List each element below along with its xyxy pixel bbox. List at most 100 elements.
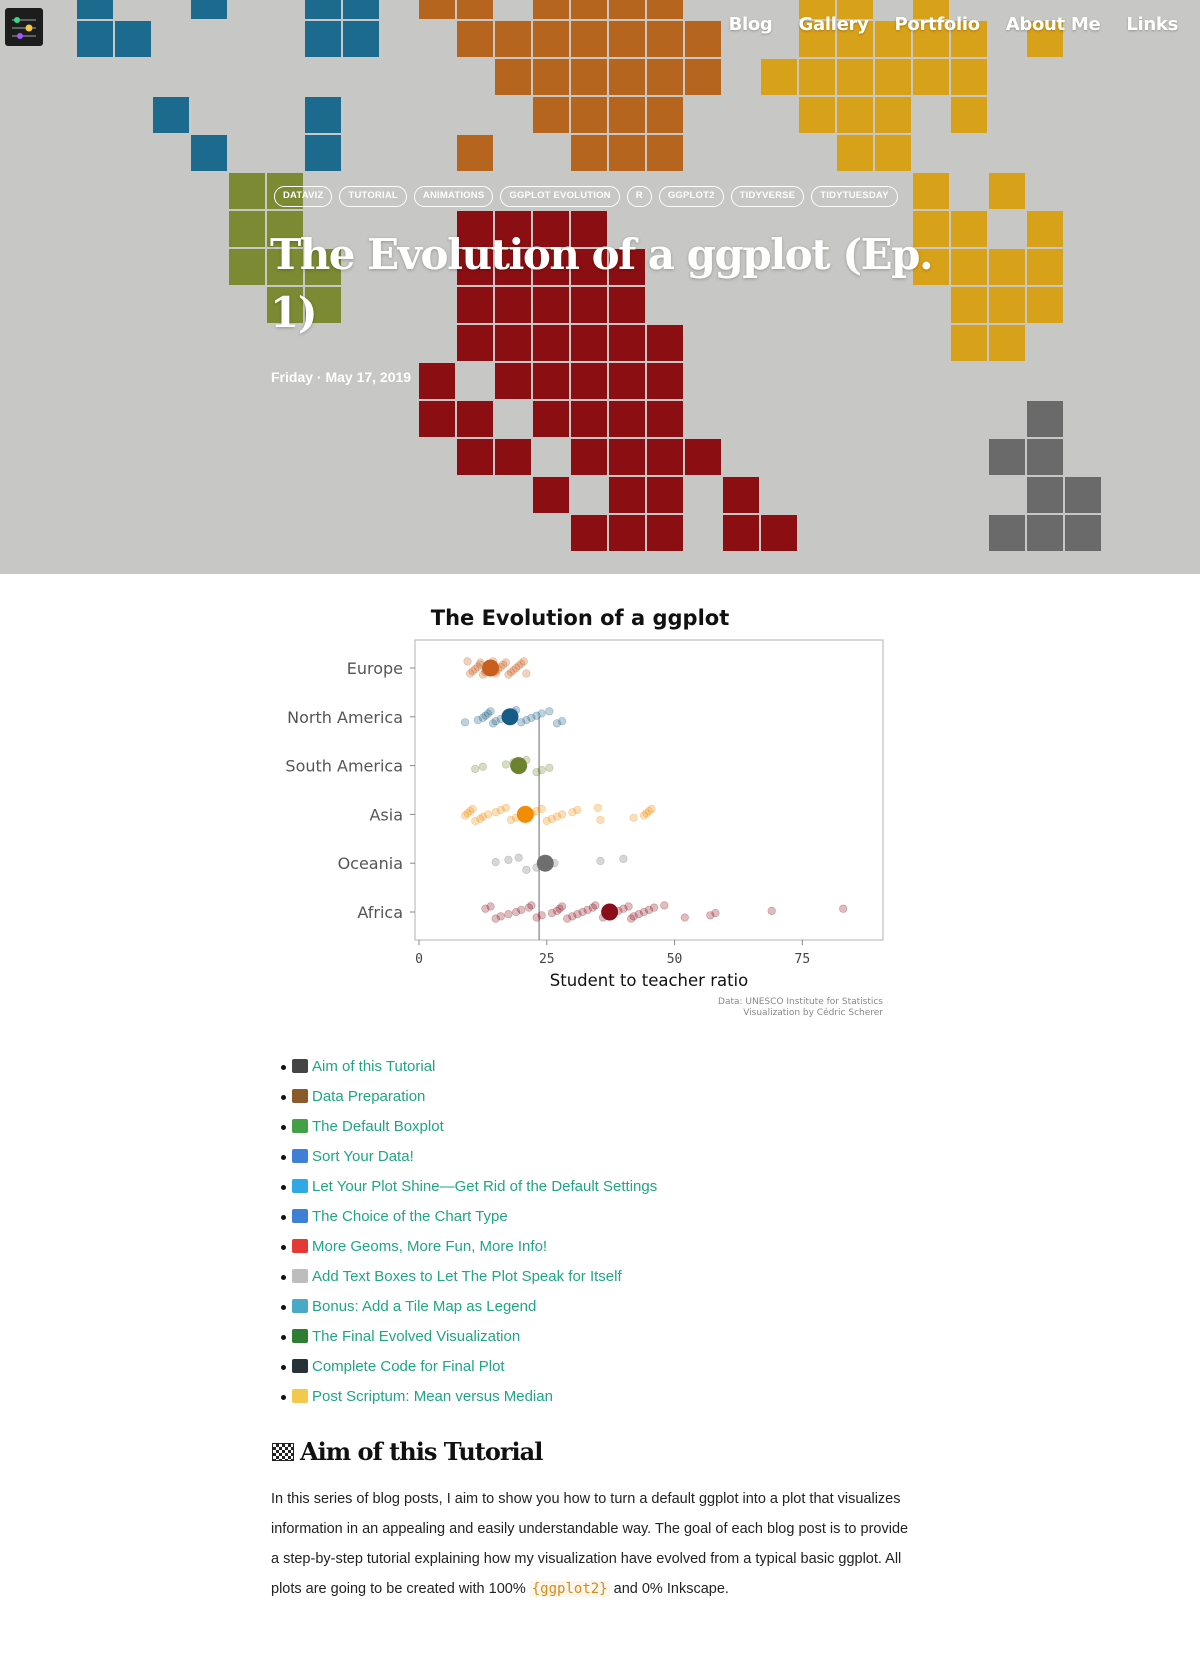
chart-title: The Evolution of a ggplot — [431, 606, 729, 630]
data-point — [486, 902, 495, 911]
data-point — [547, 814, 556, 823]
data-point — [532, 768, 541, 777]
intro-paragraph: In this series of blog posts, I aim to s… — [271, 1484, 911, 1604]
toc-item: The Default Boxplot — [280, 1114, 657, 1144]
data-point — [578, 907, 587, 917]
data-point — [512, 663, 521, 673]
christmas-tree-icon — [292, 1329, 308, 1343]
data-point — [524, 903, 533, 912]
tag-animations[interactable]: ANIMATIONS — [413, 186, 494, 207]
data-point — [486, 707, 495, 716]
speech-balloon-icon — [292, 1269, 308, 1283]
data-point — [481, 904, 490, 913]
data-point — [552, 906, 562, 916]
data-point — [501, 658, 510, 667]
data-point — [481, 711, 490, 720]
data-point — [639, 907, 648, 917]
post-date: Friday · May 17, 2019 — [271, 369, 412, 385]
data-point — [527, 901, 536, 910]
data-point — [634, 910, 643, 919]
toc-link[interactable]: Bonus: Add a Tile Map as Legend — [312, 1298, 537, 1315]
data-point — [555, 904, 564, 913]
toc-link[interactable]: The Final Evolved Visualization — [312, 1328, 521, 1345]
data-point — [647, 804, 656, 813]
data-point — [491, 808, 500, 817]
data-point — [517, 905, 526, 914]
data-point — [463, 809, 472, 818]
toc-link[interactable]: Data Preparation — [312, 1088, 426, 1105]
data-point — [642, 809, 651, 818]
data-point — [506, 815, 516, 824]
toc-item: Add Text Boxes to Let The Plot Speak for… — [280, 1264, 657, 1294]
mean-point — [536, 854, 554, 872]
data-point — [506, 668, 516, 677]
data-point — [547, 909, 556, 918]
tag-tidytuesday[interactable]: TIDYTUESDAY — [811, 186, 898, 207]
toc-link[interactable]: Sort Your Data! — [312, 1148, 414, 1165]
site-logo[interactable] — [5, 8, 43, 46]
mean-point — [510, 757, 528, 775]
toc-item: Complete Code for Final Plot — [280, 1354, 657, 1384]
tag-list: DATAVIZ TUTORIAL ANIMATIONS GGPLOT EVOLU… — [274, 186, 905, 207]
tag-dataviz[interactable]: DATAVIZ — [274, 186, 333, 207]
toc-link[interactable]: Let Your Plot Shine—Get Rid of the Defau… — [312, 1178, 658, 1195]
data-point — [471, 764, 480, 773]
data-point — [478, 812, 487, 821]
data-point — [501, 803, 510, 812]
data-point — [568, 808, 577, 817]
data-point — [468, 667, 477, 676]
tag-ggplot-evolution[interactable]: GGPLOT EVOLUTION — [500, 186, 620, 207]
x-axis-label: Student to teacher ratio — [550, 971, 749, 990]
tag-tidyverse[interactable]: TIDYVERSE — [730, 186, 805, 207]
data-point — [588, 903, 597, 912]
data-point — [583, 905, 592, 914]
chart-caption: Data: UNESCO Institute for Statistics — [718, 997, 883, 1007]
chart-svg: The Evolution of a ggplot Europe North Ame… — [285, 606, 884, 1018]
hundred-points-icon — [292, 1239, 308, 1253]
data-point — [573, 910, 582, 919]
data-point — [537, 765, 546, 775]
data-point — [491, 914, 500, 923]
toc-link[interactable]: Post Scriptum: Mean versus Median — [312, 1388, 553, 1405]
chart-figure: The Evolution of a ggplot Europe North Ame… — [260, 598, 900, 1030]
data-point — [660, 901, 669, 910]
toc-link[interactable]: The Choice of the Chart Type — [312, 1208, 508, 1225]
data-point — [711, 909, 720, 918]
data-point — [471, 664, 480, 674]
data-point — [466, 807, 475, 816]
nav-portfolio[interactable]: Portfolio — [894, 14, 981, 35]
hero-tile-map-image — [77, 0, 1101, 551]
data-point — [496, 912, 505, 921]
x-tick-label: 50 — [667, 952, 683, 967]
nav-gallery[interactable]: Gallery — [798, 14, 869, 35]
data-point — [552, 812, 562, 821]
data-point — [509, 666, 518, 675]
data-point — [593, 803, 602, 812]
y-tick-label: Oceania — [338, 854, 403, 873]
tag-ggplot2[interactable]: GGPLOT2 — [658, 186, 724, 207]
toc-link[interactable]: Add Text Boxes to Let The Plot Speak for… — [312, 1268, 622, 1285]
tag-r[interactable]: R — [626, 186, 652, 207]
nav-about-me[interactable]: About Me — [1005, 14, 1101, 35]
seedling-icon — [292, 1119, 308, 1133]
data-point — [596, 815, 605, 824]
data-point — [545, 763, 554, 772]
data-point — [624, 902, 633, 911]
logo-icon — [12, 17, 36, 39]
nav-links[interactable]: Links — [1126, 14, 1178, 35]
intro-text-end: and 0% Inkscape. — [609, 1581, 729, 1597]
data-point — [501, 760, 510, 769]
toc-link[interactable]: The Default Boxplot — [312, 1118, 444, 1135]
mean-point — [501, 708, 519, 726]
toc-link[interactable]: Aim of this Tutorial — [312, 1058, 436, 1075]
data-point — [650, 903, 659, 912]
memo-icon — [292, 1389, 308, 1403]
nav-blog[interactable]: Blog — [728, 14, 773, 35]
tag-tutorial[interactable]: TUTORIAL — [339, 186, 407, 207]
x-tick-label: 0 — [415, 952, 423, 967]
data-point — [483, 709, 493, 718]
toc-link[interactable]: Complete Code for Final Plot — [312, 1358, 505, 1375]
toc-item: The Choice of the Chart Type — [280, 1204, 657, 1234]
chart-caption: Visualization by Cédric Scherer — [743, 1007, 883, 1018]
toc-link[interactable]: More Geoms, More Fun, More Info! — [312, 1238, 548, 1255]
